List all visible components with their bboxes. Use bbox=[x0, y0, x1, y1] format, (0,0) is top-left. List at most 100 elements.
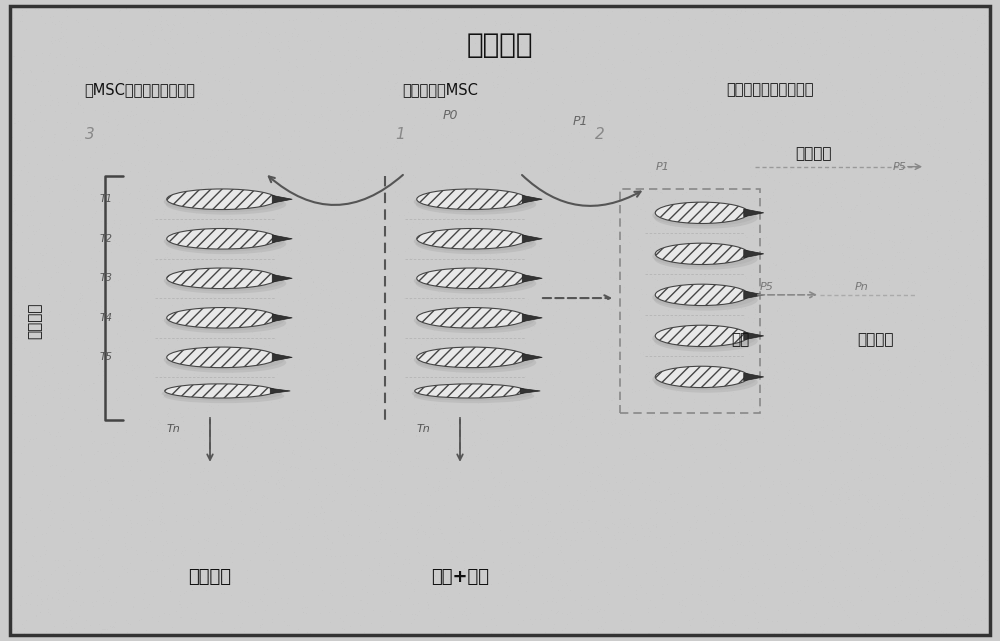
Point bbox=[529, 304, 545, 314]
Point bbox=[66, 390, 82, 400]
Point bbox=[756, 422, 772, 433]
Point bbox=[536, 251, 552, 262]
Point bbox=[308, 463, 324, 473]
Point bbox=[718, 48, 734, 58]
Point bbox=[746, 196, 762, 206]
Point bbox=[498, 291, 514, 301]
Text: Pn: Pn bbox=[855, 281, 869, 292]
Point bbox=[172, 433, 188, 443]
Point bbox=[63, 308, 79, 319]
Point bbox=[572, 33, 588, 44]
Point bbox=[123, 462, 139, 472]
Point bbox=[713, 561, 729, 571]
Point bbox=[692, 183, 708, 194]
Point bbox=[555, 409, 571, 419]
Point bbox=[688, 102, 704, 112]
Point bbox=[562, 607, 578, 617]
Point bbox=[506, 533, 522, 543]
Point bbox=[493, 465, 509, 475]
Point bbox=[53, 240, 69, 251]
Point bbox=[4, 613, 20, 623]
Point bbox=[401, 558, 417, 568]
Point bbox=[317, 526, 333, 536]
Point bbox=[196, 512, 212, 522]
Point bbox=[397, 579, 413, 590]
Text: 工业规模: 工业规模 bbox=[467, 31, 533, 59]
Point bbox=[120, 619, 136, 629]
Point bbox=[834, 74, 850, 85]
Point bbox=[630, 85, 646, 95]
Point bbox=[307, 193, 323, 203]
Point bbox=[286, 362, 302, 372]
Point bbox=[267, 31, 283, 41]
Point bbox=[945, 488, 961, 499]
Point bbox=[135, 132, 151, 142]
Point bbox=[888, 352, 904, 362]
Point bbox=[695, 3, 711, 13]
Point bbox=[477, 592, 493, 602]
Point bbox=[222, 135, 238, 145]
Point bbox=[634, 193, 650, 203]
Point bbox=[327, 486, 343, 496]
Point bbox=[981, 308, 997, 319]
Point bbox=[82, 126, 98, 136]
Point bbox=[639, 103, 655, 113]
Point bbox=[522, 614, 538, 624]
Point bbox=[91, 619, 107, 629]
Point bbox=[187, 403, 203, 413]
Point bbox=[982, 544, 998, 554]
Point bbox=[598, 229, 614, 240]
Point bbox=[198, 535, 214, 545]
Point bbox=[195, 315, 211, 326]
Point bbox=[384, 280, 400, 290]
Point bbox=[889, 440, 905, 450]
Point bbox=[199, 337, 215, 347]
Point bbox=[699, 599, 715, 610]
Point bbox=[55, 255, 71, 265]
Point bbox=[187, 128, 203, 138]
Point bbox=[853, 128, 869, 138]
Point bbox=[810, 338, 826, 349]
Ellipse shape bbox=[414, 271, 534, 291]
Point bbox=[243, 8, 259, 18]
Point bbox=[596, 296, 612, 306]
Point bbox=[13, 273, 29, 283]
Point bbox=[297, 293, 313, 303]
Point bbox=[376, 217, 392, 228]
Point bbox=[961, 614, 977, 624]
Point bbox=[8, 335, 24, 345]
Point bbox=[728, 9, 744, 19]
Point bbox=[492, 403, 508, 413]
Point bbox=[65, 464, 81, 474]
Point bbox=[980, 10, 996, 21]
Point bbox=[303, 257, 319, 267]
Point bbox=[756, 326, 772, 336]
Point bbox=[841, 158, 857, 168]
Point bbox=[823, 202, 839, 212]
Point bbox=[202, 222, 218, 233]
Point bbox=[40, 76, 56, 86]
Point bbox=[523, 238, 539, 249]
Point bbox=[103, 446, 119, 456]
Point bbox=[264, 572, 280, 582]
Point bbox=[288, 343, 304, 353]
Point bbox=[923, 458, 939, 469]
Point bbox=[28, 433, 44, 443]
Point bbox=[448, 279, 464, 289]
Point bbox=[48, 296, 64, 306]
Point bbox=[672, 239, 688, 249]
Point bbox=[628, 147, 644, 157]
Point bbox=[366, 295, 382, 305]
Point bbox=[592, 426, 608, 437]
Point bbox=[931, 251, 947, 262]
Point bbox=[305, 203, 321, 213]
Point bbox=[358, 366, 374, 376]
Point bbox=[264, 124, 280, 135]
Point bbox=[232, 597, 248, 607]
Point bbox=[660, 305, 676, 315]
Point bbox=[337, 453, 353, 463]
Point bbox=[556, 558, 572, 568]
Point bbox=[144, 26, 160, 36]
Point bbox=[519, 274, 535, 284]
Point bbox=[425, 330, 441, 340]
